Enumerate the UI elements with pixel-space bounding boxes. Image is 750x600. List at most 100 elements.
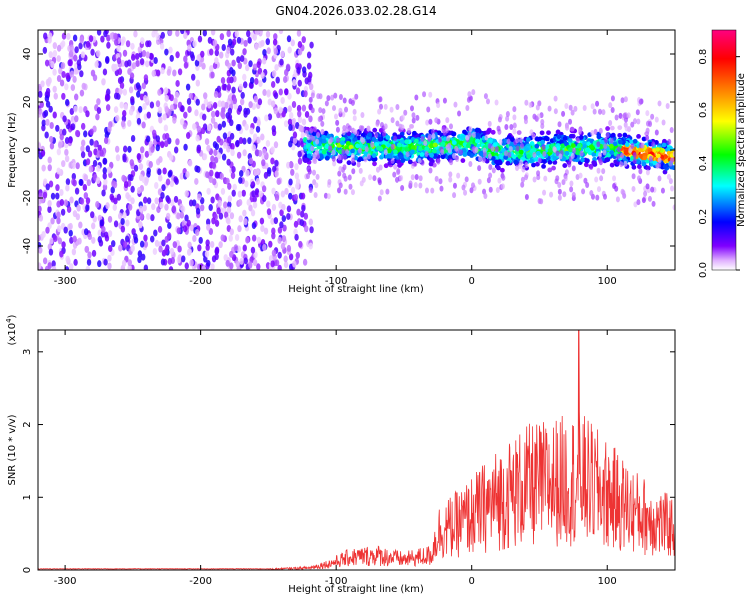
spectrogram-cell (271, 232, 276, 240)
spectrogram-cell (224, 101, 229, 109)
spectrogram-cell (186, 132, 191, 140)
spectrogram-cell (308, 218, 314, 226)
spectrogram-cell (235, 139, 240, 147)
spectrogram-cell (43, 178, 48, 186)
spectrogram-cell (385, 188, 390, 195)
spectrogram-cell (393, 163, 398, 170)
spectrogram-cell (213, 149, 218, 157)
spectrogram-cell (345, 126, 350, 133)
spectrogram-cell (542, 150, 547, 157)
spectrogram-cell (103, 136, 109, 144)
spectrogram-cell (262, 195, 267, 203)
spectrogram-cell (572, 147, 577, 154)
spectrogram-cell (399, 174, 404, 181)
spectrogram-cell (44, 131, 49, 139)
spectrogram-cell (107, 254, 112, 262)
spectrogram-cell (296, 104, 302, 112)
spectrogram-cell (151, 69, 156, 77)
spectrogram-cell (579, 150, 584, 157)
spectrogram-cell (103, 178, 108, 186)
spectrogram-cell (137, 256, 142, 264)
spectrogram-cell (577, 128, 582, 135)
spectrogram-cell (539, 130, 545, 136)
spectrogram-cell (186, 98, 192, 106)
spectrogram-cell (310, 107, 315, 114)
spectrogram-cell (412, 130, 417, 136)
spectrogram-cell (350, 99, 355, 106)
spectrogram-cell (571, 165, 576, 172)
spectrogram-cell (395, 120, 400, 127)
spectrogram-cell (478, 155, 483, 162)
spectrogram-cell (270, 100, 276, 108)
spectrogram-cell (213, 156, 219, 164)
spectrogram-cell (162, 113, 167, 121)
spectrogram-cell (636, 199, 641, 206)
spectrogram-cell (492, 142, 498, 148)
spectrogram-cell (221, 153, 227, 161)
spectrogram-cell (385, 135, 391, 140)
spectrogram-cell (596, 141, 601, 148)
spectrogram-cell (177, 254, 183, 262)
spectrogram-cell (317, 116, 322, 123)
spectrogram-cell (180, 105, 185, 113)
colorbar-tick-label: 0.8 (698, 49, 709, 65)
spectrogram-cell (256, 119, 261, 127)
spectrogram-cell (645, 134, 650, 141)
spectrogram-cell (250, 181, 256, 189)
spectrogram-cell (568, 133, 574, 139)
spectrogram-cell (102, 167, 107, 175)
spectrogram-cell (143, 264, 149, 270)
spectrogram-cell (39, 101, 44, 109)
spectrogram-cell (334, 113, 339, 120)
spectrogram-cell (231, 86, 236, 94)
spectrogram-cell (279, 58, 284, 66)
spectrogram-cell (608, 102, 613, 109)
spectrogram-cell (335, 119, 340, 126)
spectrogram-cell (44, 59, 50, 67)
spectrogram-cell (250, 246, 256, 254)
spectrogram-cell (92, 159, 98, 167)
spectrogram-cell (326, 193, 331, 200)
spectrogram-cell (165, 178, 171, 186)
spectrogram-cell (96, 164, 101, 172)
spectrogram-cell (248, 261, 253, 269)
spectrogram-cell (75, 129, 80, 137)
spectrogram-cell (196, 54, 201, 62)
spectrogram-cell (569, 180, 574, 187)
spectrogram-cell (184, 262, 189, 270)
spectrogram-cell (390, 157, 395, 164)
spectrogram-cell (68, 161, 73, 169)
spectrogram-cell (610, 95, 615, 102)
spectrogram-cell (497, 116, 502, 123)
spectrogram-cell (428, 157, 434, 163)
spectrogram-cell (313, 192, 318, 199)
spectrogram-cell (278, 30, 284, 35)
spectrogram-cell (308, 186, 313, 193)
spectrogram-cell (341, 148, 346, 155)
spectrogram-cell (248, 101, 253, 109)
spectrogram-cell (169, 247, 175, 255)
spectrogram-cell (466, 96, 471, 103)
spectrogram-cell (241, 189, 246, 197)
spectrogram-cell (231, 189, 236, 197)
spectrogram-cell (130, 53, 136, 61)
spectrogram-cell (242, 48, 247, 56)
spectrogram-cell (504, 150, 509, 157)
spectrogram-cell (529, 158, 534, 164)
spectrogram-cell (85, 197, 91, 205)
spectrogram-cell (101, 78, 106, 86)
spectrogram-cell (523, 118, 528, 125)
spectrogram-cell (332, 105, 337, 112)
spectrogram-xtick-label: -100 (325, 276, 348, 287)
spectrogram-cell (237, 198, 243, 206)
spectrogram-cell (410, 105, 415, 112)
spectrogram-cell (228, 234, 233, 242)
spectrogram-cell (52, 68, 57, 76)
spectrogram-cell (361, 138, 366, 145)
spectrogram-cell (277, 226, 283, 234)
spectrogram-cell (452, 182, 457, 189)
spectrogram-cell (217, 100, 222, 108)
spectrogram-cell (406, 127, 411, 134)
spectrogram-cell (138, 163, 144, 171)
